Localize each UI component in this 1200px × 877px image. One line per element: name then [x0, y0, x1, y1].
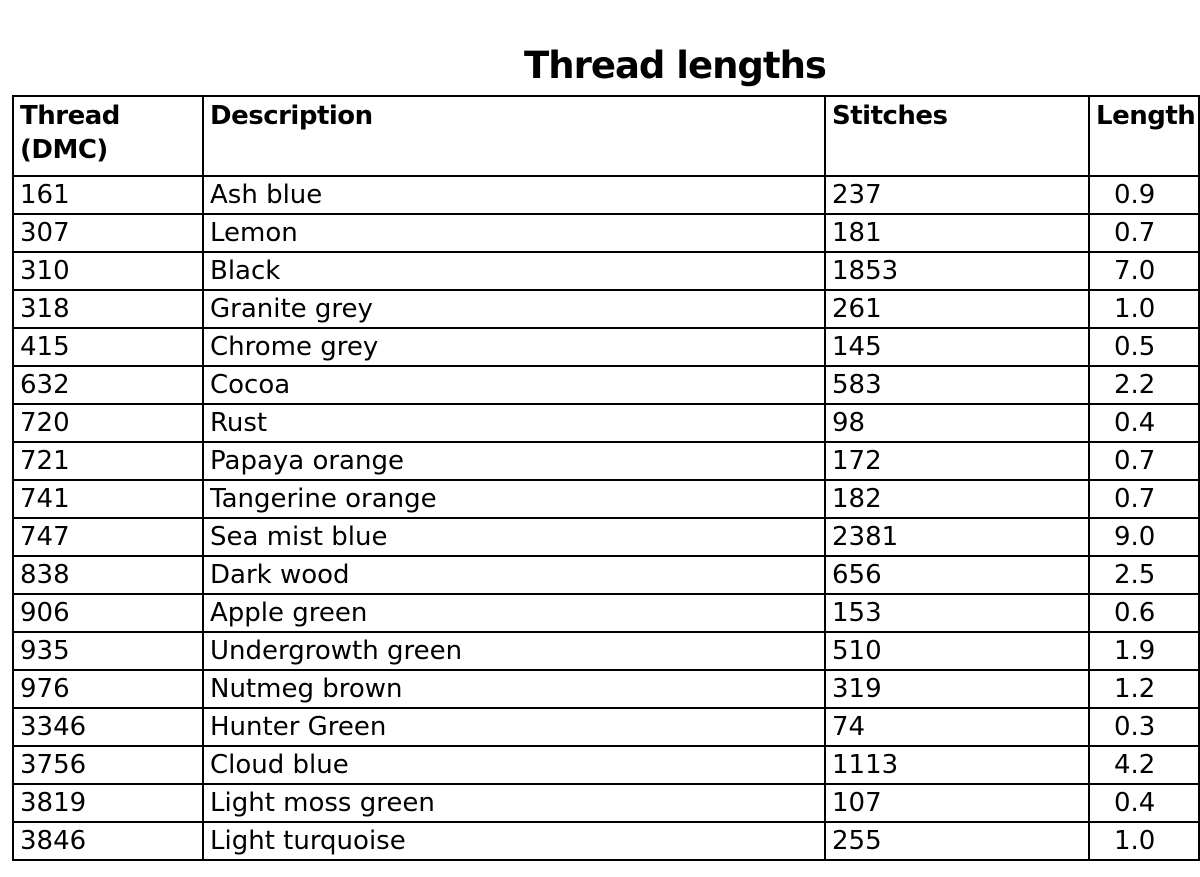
description-cell: Tangerine orange: [202, 479, 826, 519]
column-header-stitches: Stitches: [824, 95, 1090, 177]
length-cell: 1.2: [1088, 669, 1200, 709]
stitches-cell: 153: [824, 593, 1090, 633]
stitches-cell: 261: [824, 289, 1090, 329]
length-cell: 0.6: [1088, 593, 1200, 633]
thread-cell: 415: [12, 327, 204, 367]
table-row: 415 Chrome grey 145 0.5: [12, 327, 1200, 367]
thread-cell: 741: [12, 479, 204, 519]
thread-cell: 3756: [12, 745, 204, 785]
thread-cell: 3346: [12, 707, 204, 747]
thread-cell: 3846: [12, 821, 204, 861]
description-cell: Lemon: [202, 213, 826, 253]
stitches-cell: 255: [824, 821, 1090, 861]
length-cell: 0.5: [1088, 327, 1200, 367]
thread-cell: 720: [12, 403, 204, 443]
length-cell: 0.7: [1088, 479, 1200, 519]
table-row: 3346 Hunter Green 74 0.3: [12, 707, 1200, 747]
table-row: 838 Dark wood 656 2.5: [12, 555, 1200, 595]
stitches-cell: 583: [824, 365, 1090, 405]
stitches-cell: 319: [824, 669, 1090, 709]
length-cell: 0.7: [1088, 213, 1200, 253]
thread-cell: 161: [12, 175, 204, 215]
length-cell: 0.4: [1088, 403, 1200, 443]
table-row: 3756 Cloud blue 1113 4.2: [12, 745, 1200, 785]
thread-cell: 838: [12, 555, 204, 595]
stitches-cell: 181: [824, 213, 1090, 253]
column-header-thread: Thread (DMC): [12, 95, 204, 177]
length-cell: 4.2: [1088, 745, 1200, 785]
thread-cell: 632: [12, 365, 204, 405]
length-cell: 7.0: [1088, 251, 1200, 291]
table-row: 318 Granite grey 261 1.0: [12, 289, 1200, 329]
stitches-cell: 172: [824, 441, 1090, 481]
description-cell: Nutmeg brown: [202, 669, 826, 709]
description-cell: Undergrowth green: [202, 631, 826, 671]
table-row: 906 Apple green 153 0.6: [12, 593, 1200, 633]
thread-table: Thread (DMC) Description Stitches Length…: [12, 95, 1200, 861]
description-cell: Apple green: [202, 593, 826, 633]
table-row: 307 Lemon 181 0.7: [12, 213, 1200, 253]
thread-cell: 747: [12, 517, 204, 557]
column-header-length: Length: [1088, 95, 1200, 177]
length-cell: 0.3: [1088, 707, 1200, 747]
stitches-cell: 656: [824, 555, 1090, 595]
description-cell: Light turquoise: [202, 821, 826, 861]
length-cell: 0.4: [1088, 783, 1200, 823]
stitches-cell: 1113: [824, 745, 1090, 785]
length-cell: 1.9: [1088, 631, 1200, 671]
description-cell: Granite grey: [202, 289, 826, 329]
table-row: 976 Nutmeg brown 319 1.2: [12, 669, 1200, 709]
page-title: Thread lengths: [524, 44, 827, 87]
length-cell: 2.2: [1088, 365, 1200, 405]
length-cell: 0.7: [1088, 441, 1200, 481]
table-row: 721 Papaya orange 172 0.7: [12, 441, 1200, 481]
description-cell: Sea mist blue: [202, 517, 826, 557]
description-cell: Cloud blue: [202, 745, 826, 785]
table-row: 632 Cocoa 583 2.2: [12, 365, 1200, 405]
table-row: 935 Undergrowth green 510 1.9: [12, 631, 1200, 671]
length-cell: 1.0: [1088, 821, 1200, 861]
stitches-cell: 145: [824, 327, 1090, 367]
table-row: 161 Ash blue 237 0.9: [12, 175, 1200, 215]
stitches-cell: 2381: [824, 517, 1090, 557]
length-cell: 2.5: [1088, 555, 1200, 595]
table-row: 741 Tangerine orange 182 0.7: [12, 479, 1200, 519]
thread-cell: 721: [12, 441, 204, 481]
length-cell: 0.9: [1088, 175, 1200, 215]
thread-cell: 310: [12, 251, 204, 291]
thread-cell: 935: [12, 631, 204, 671]
thread-cell: 906: [12, 593, 204, 633]
table-header-row: Thread (DMC) Description Stitches Length: [12, 95, 1200, 177]
length-cell: 9.0: [1088, 517, 1200, 557]
thread-cell: 318: [12, 289, 204, 329]
description-cell: Black: [202, 251, 826, 291]
description-cell: Rust: [202, 403, 826, 443]
description-cell: Dark wood: [202, 555, 826, 595]
stitches-cell: 98: [824, 403, 1090, 443]
description-cell: Ash blue: [202, 175, 826, 215]
stitches-cell: 74: [824, 707, 1090, 747]
description-cell: Papaya orange: [202, 441, 826, 481]
description-cell: Hunter Green: [202, 707, 826, 747]
table-row: 720 Rust 98 0.4: [12, 403, 1200, 443]
stitches-cell: 182: [824, 479, 1090, 519]
table-row: 747 Sea mist blue 2381 9.0: [12, 517, 1200, 557]
thread-cell: 976: [12, 669, 204, 709]
description-cell: Light moss green: [202, 783, 826, 823]
stitches-cell: 510: [824, 631, 1090, 671]
table-row: 3819 Light moss green 107 0.4: [12, 783, 1200, 823]
stitches-cell: 1853: [824, 251, 1090, 291]
description-cell: Cocoa: [202, 365, 826, 405]
description-cell: Chrome grey: [202, 327, 826, 367]
thread-cell: 307: [12, 213, 204, 253]
thread-cell: 3819: [12, 783, 204, 823]
stitches-cell: 107: [824, 783, 1090, 823]
table-row: 3846 Light turquoise 255 1.0: [12, 821, 1200, 861]
column-header-description: Description: [202, 95, 826, 177]
length-cell: 1.0: [1088, 289, 1200, 329]
table-row: 310 Black 1853 7.0: [12, 251, 1200, 291]
stitches-cell: 237: [824, 175, 1090, 215]
